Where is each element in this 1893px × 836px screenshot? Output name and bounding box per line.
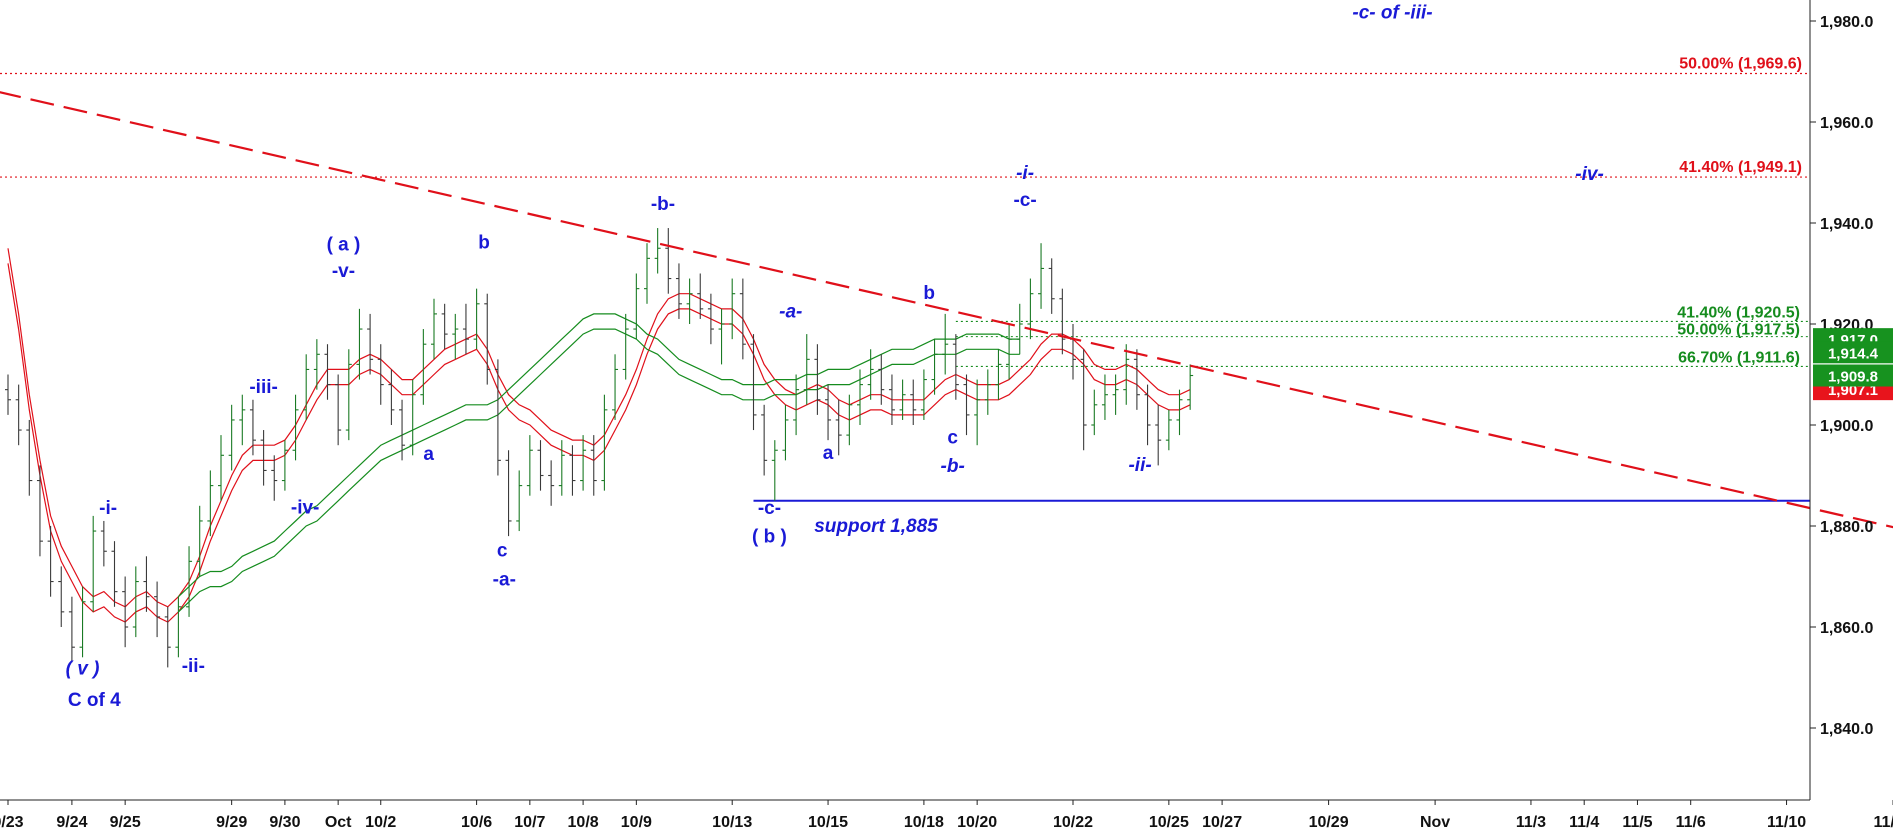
wave-label: ( v ) [66,658,100,679]
x-tick-label: 11/3 [1516,814,1546,831]
y-tick-label: 1,960.0 [1820,115,1873,132]
wave-label: c [947,428,958,449]
x-tick-label: 9/25 [110,814,141,831]
x-tick-label: 10/8 [568,814,599,831]
wave-label: b [478,232,490,253]
wave-label: -iv- [1575,164,1604,185]
wave-label: -c- of -iii- [1352,2,1432,23]
x-tick-label: Nov [1420,814,1450,831]
x-tick-label: 10/29 [1309,814,1349,831]
x-tick-label: 11/5 [1622,814,1652,831]
x-tick-label: 10/9 [621,814,652,831]
y-tick-label: 1,880.0 [1820,519,1873,536]
x-tick-label: 10/18 [904,814,944,831]
wave-label: -iv- [291,497,320,518]
wave-label: C of 4 [68,690,121,711]
wave-label: -ii- [182,656,205,677]
x-tick-label: Oct [325,814,352,831]
x-tick-label: 10/13 [712,814,752,831]
price-badge-label: 1,914.4 [1828,345,1879,362]
wave-label: ( a ) [327,234,361,255]
price-badge-label: 1,909.8 [1828,369,1878,386]
x-tick-label: 9/30 [269,814,300,831]
wave-label: ( b ) [752,527,787,548]
x-tick-label: 11/10 [1767,814,1806,831]
x-tick-label: 10/2 [365,814,396,831]
wave-label: -ii- [1128,455,1151,476]
y-tick-label: 1,840.0 [1820,721,1873,738]
x-tick-label: 10/22 [1053,814,1093,831]
trendline [0,91,1893,529]
x-tick-label: 10/25 [1149,814,1189,831]
support-label: support 1,885 [814,516,938,537]
moving-average-line [177,328,1020,613]
x-tick-label: 11/6 [1676,814,1706,831]
x-tick-label: 11/4 [1569,814,1599,831]
wave-label: c [497,540,508,561]
x-tick-label: 11/12 [1873,814,1893,831]
x-tick-label: 10/7 [514,814,545,831]
wave-label: -a- [493,570,516,591]
x-tick-label: 9/29 [216,814,247,831]
wave-label: -c- [758,498,781,519]
wave-label: -v- [332,261,355,282]
wave-label: a [423,444,434,465]
wave-label: b [923,283,935,304]
wave-label: -c- [1013,190,1036,211]
wave-label: -i- [1016,163,1034,184]
y-tick-label: 1,940.0 [1820,216,1873,233]
x-tick-label: 10/6 [461,814,492,831]
fib-label-green: 66.70% (1,911.6) [1678,349,1800,366]
wave-label: a [823,443,834,464]
x-tick-label: 9/24 [56,814,87,831]
price-badge [1813,341,1893,364]
y-tick-label: 1,900.0 [1820,418,1873,435]
fib-label-green: 41.40% (1,920.5) [1677,304,1800,321]
fib-label-red: 41.40% (1,949.1) [1679,159,1802,176]
y-tick-label: 1,860.0 [1820,620,1873,637]
moving-average-line [177,313,1020,598]
x-tick-label: 10/15 [808,814,848,831]
x-tick-label: 10/20 [957,814,997,831]
x-tick-label: 9/23 [0,814,24,831]
moving-average-line [7,248,1191,608]
moving-average-line [7,263,1191,623]
wave-label: -b- [651,194,675,215]
wave-label: -i- [99,498,117,519]
y-tick-label: 1,980.0 [1820,14,1873,31]
wave-label: -iii- [249,377,278,398]
x-tick-label: 10/27 [1202,814,1242,831]
fib-label-green: 50.00% (1,917.5) [1677,322,1800,339]
wave-label: -b- [941,456,965,477]
fib-label-red: 50.00% (1,969.6) [1679,56,1802,73]
price-badge [1813,364,1893,387]
wave-label: -a- [779,301,802,322]
